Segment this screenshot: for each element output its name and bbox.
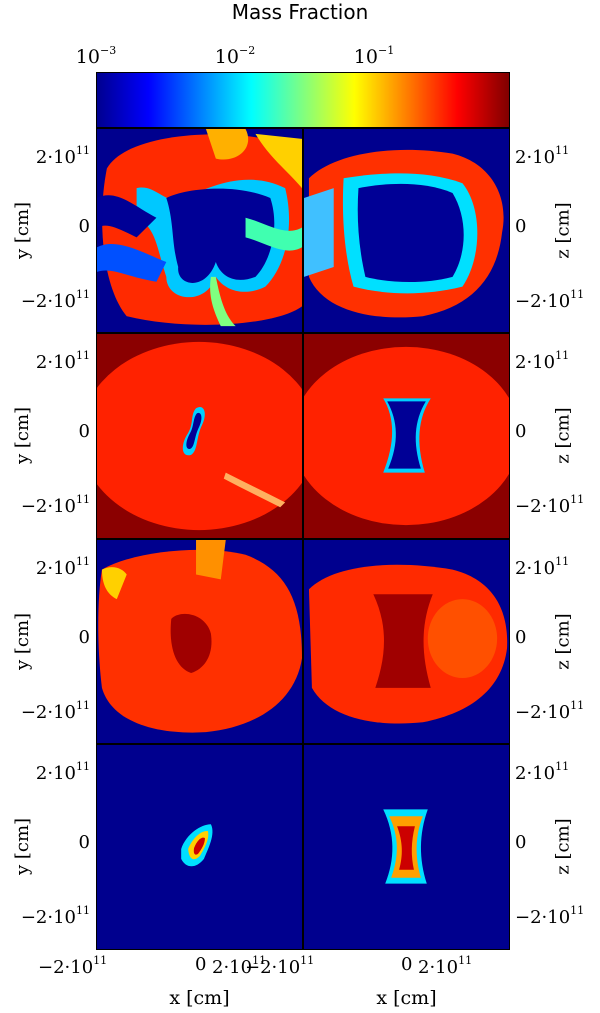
inner-cavity (357, 183, 464, 283)
z-axis-label: z [cm] (552, 407, 574, 464)
mixing-layer (304, 188, 334, 277)
y-axis-label: y [cm] (12, 817, 34, 876)
z-tick-label: 0 (515, 216, 527, 237)
y-tick-label: 0 (78, 832, 90, 853)
heatmap-image (181, 824, 213, 867)
core (397, 826, 415, 870)
x-tick-label: −2·1011 (245, 954, 315, 978)
heatmap-panel-r1-c2 (303, 128, 510, 333)
y-tick-label: 0 (78, 216, 90, 237)
y-axis-label: y [cm] (12, 612, 34, 671)
z-tick-label: 2·1011 (515, 760, 570, 784)
filament (101, 567, 127, 600)
filament (97, 244, 167, 282)
x-tick-label: 2·1011 (418, 954, 473, 978)
heatmap-image (304, 346, 509, 526)
y-tick-label: −2·1011 (20, 904, 90, 928)
x-axis-label: x [cm] (376, 987, 437, 1009)
z-tick-label: 2·1011 (515, 555, 570, 579)
heatmap-image (308, 564, 508, 724)
y-axis-label: y [cm] (12, 406, 34, 465)
heatmap-panel-r4-c2 (303, 744, 510, 950)
y-axis-label: y [cm] (12, 201, 34, 260)
heatmap-panel-r1-c1 (96, 128, 303, 333)
heatmap-panel-r3-c1 (96, 539, 303, 744)
colorbar-tick-label: 10−1 (353, 44, 395, 68)
x-axis-label: x [cm] (169, 987, 230, 1009)
z-tick-label: −2·1011 (515, 699, 585, 723)
z-tick-label: −2·1011 (515, 904, 585, 928)
y-tick-label: 0 (78, 421, 90, 442)
x-tick-label: 2·1011 (212, 954, 267, 978)
bubble (427, 599, 498, 678)
z-axis-label: z [cm] (552, 613, 574, 670)
y-tick-label: 2·1011 (35, 144, 90, 168)
z-tick-label: 0 (515, 421, 527, 442)
filament (210, 276, 236, 327)
colorbar-tick-label: 10−2 (214, 44, 256, 68)
filament (223, 472, 286, 508)
z-tick-label: −2·1011 (515, 288, 585, 312)
y-tick-label: 2·1011 (35, 555, 90, 579)
heatmap-panel-r2-c1 (96, 333, 303, 539)
z-tick-label: 2·1011 (515, 349, 570, 373)
plume (196, 540, 226, 580)
z-axis-label: z [cm] (552, 818, 574, 875)
chart-title: Mass Fraction (231, 0, 369, 24)
filament (245, 217, 302, 251)
colorbar (96, 72, 510, 128)
y-tick-label: 2·1011 (35, 349, 90, 373)
heatmap-image (97, 341, 302, 531)
y-tick-label: −2·1011 (20, 493, 90, 517)
plume (205, 129, 249, 160)
heatmap-panel-r3-c2 (303, 539, 510, 744)
x-tick-label: 0 (195, 954, 207, 975)
x-tick-label: −2·1011 (38, 954, 108, 978)
red-field (97, 341, 302, 531)
x-tick-label: 0 (401, 954, 413, 975)
y-tick-label: −2·1011 (20, 699, 90, 723)
heatmap-panel-r2-c2 (303, 333, 510, 539)
core (373, 594, 433, 688)
y-tick-label: −2·1011 (20, 288, 90, 312)
heatmap-image (98, 540, 302, 733)
core (170, 613, 212, 674)
y-tick-label: 0 (78, 627, 90, 648)
z-tick-label: −2·1011 (515, 493, 585, 517)
z-tick-label: 2·1011 (515, 144, 570, 168)
plume (255, 133, 302, 189)
core (387, 401, 426, 469)
heatmap-image (97, 129, 302, 327)
core (193, 837, 205, 855)
z-tick-label: 0 (515, 832, 527, 853)
z-axis-label: z [cm] (552, 202, 574, 259)
z-tick-label: 0 (515, 627, 527, 648)
core (186, 412, 202, 449)
y-tick-label: 2·1011 (35, 760, 90, 784)
heatmap-image (304, 149, 504, 318)
inner-cavity (166, 188, 275, 283)
heatmap-image (383, 809, 428, 884)
inner-cavity (97, 195, 157, 238)
heatmap-panel-r4-c1 (96, 744, 303, 950)
colorbar-tick-label: 10−3 (75, 44, 117, 68)
